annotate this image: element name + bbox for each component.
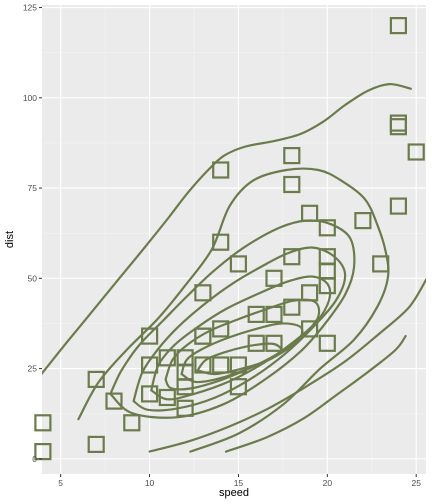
density-contour-line: [42, 82, 412, 375]
data-point: [283, 298, 301, 316]
data-point: [212, 320, 230, 338]
data-point: [229, 255, 247, 273]
data-point: [247, 334, 265, 352]
data-point: [194, 284, 212, 302]
density-contour-line: [109, 219, 356, 419]
y-axis-tick-label: 0: [32, 454, 37, 464]
data-point: [123, 414, 141, 432]
data-point: [229, 378, 247, 396]
data-point: [265, 305, 283, 323]
data-point: [265, 269, 283, 287]
data-point: [212, 356, 230, 374]
density-contour-line: [148, 277, 426, 453]
x-axis-tick-label: 5: [58, 478, 63, 488]
data-point: [34, 414, 52, 432]
data-point: [194, 356, 212, 374]
data-point: [318, 219, 336, 237]
y-axis: 0 25 50 75 100 125: [23, 3, 42, 464]
y-axis-tick-label: 75: [28, 183, 38, 193]
data-point: [141, 327, 159, 345]
plot-panel: [42, 5, 426, 474]
y-axis-tick-label: 25: [28, 364, 38, 374]
x-axis: 5 10 15 20 25: [58, 474, 421, 488]
data-point: [389, 17, 407, 35]
y-axis-title: dist: [4, 231, 16, 248]
y-axis-tick-label: 125: [23, 3, 37, 13]
data-point: [247, 305, 265, 323]
density-contour-line: [164, 298, 321, 391]
data-points: [34, 17, 425, 461]
data-point: [212, 233, 230, 251]
y-axis-tick-label: 50: [28, 273, 38, 283]
data-point: [176, 349, 194, 367]
data-point: [141, 356, 159, 374]
x-axis-tick-label: 15: [234, 478, 244, 488]
data-point: [176, 399, 194, 417]
data-point: [87, 370, 105, 388]
data-point: [283, 248, 301, 266]
y-axis-tick-label: 100: [23, 93, 37, 103]
data-point: [407, 143, 425, 161]
minor-gridlines: [42, 5, 426, 474]
x-axis-title: speed: [219, 487, 249, 499]
data-point: [265, 334, 283, 352]
data-point: [212, 161, 230, 179]
density-contour-line: [77, 167, 390, 453]
data-point: [141, 385, 159, 403]
x-axis-tick-label: 10: [145, 478, 155, 488]
data-point: [34, 443, 52, 461]
data-point: [301, 284, 319, 302]
data-point: [194, 327, 212, 345]
density-contour-line: [180, 322, 304, 384]
density-contour-line: [150, 275, 332, 401]
data-point: [318, 248, 336, 266]
data-point: [87, 435, 105, 453]
major-gridlines: [42, 5, 426, 474]
data-point: [389, 114, 407, 132]
data-point: [158, 349, 176, 367]
data-point: [283, 147, 301, 165]
data-point: [301, 204, 319, 222]
x-axis-tick-label: 25: [411, 478, 421, 488]
data-point: [389, 197, 407, 215]
data-point: [105, 392, 123, 410]
data-point: [158, 388, 176, 407]
data-point: [301, 320, 319, 338]
density-contours: [42, 82, 426, 453]
data-point: [318, 334, 336, 352]
data-point: [283, 175, 301, 194]
data-point: [372, 255, 390, 273]
density-contour-line: [224, 335, 407, 453]
data-point: [229, 356, 247, 374]
data-point: [354, 212, 372, 230]
x-axis-tick-label: 20: [323, 478, 333, 488]
